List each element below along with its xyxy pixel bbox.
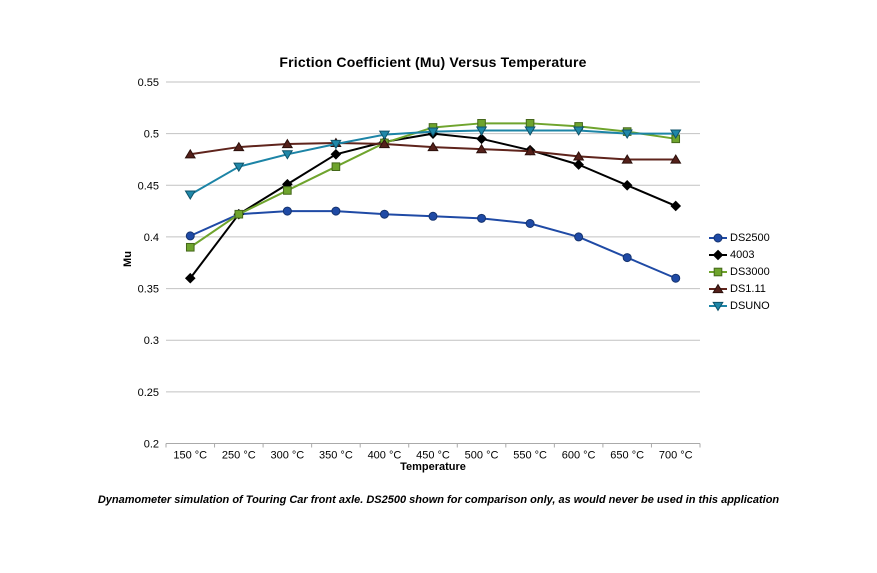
data-point-ds2500	[379, 209, 389, 219]
data-point-dsuno	[572, 126, 585, 136]
data-point-ds3000	[525, 119, 535, 128]
y-tick-label: 0.4	[144, 232, 159, 244]
data-point-ds111	[475, 143, 488, 154]
data-point-4003	[573, 159, 584, 170]
y-tick-label: 0.35	[138, 284, 159, 296]
triangle-down-legend-marker-icon	[709, 301, 727, 311]
data-point-ds2500	[622, 253, 632, 263]
data-point-ds2500	[525, 219, 535, 229]
legend-label: DS1.11	[730, 282, 766, 295]
data-point-dsuno	[281, 150, 294, 160]
x-tick-label: 450 °C	[416, 450, 450, 462]
x-tick-label: 250 °C	[222, 450, 256, 462]
legend-label: 4003	[730, 248, 755, 261]
legend-item-dsuno: DSUNO	[709, 299, 770, 312]
diamond-legend-marker-icon	[709, 249, 727, 260]
data-point-ds2500	[331, 206, 341, 216]
x-tick-label: 650 °C	[610, 450, 644, 462]
data-point-dsuno	[670, 129, 682, 140]
x-tick-label: 400 °C	[368, 450, 402, 462]
data-point-dsuno	[233, 162, 245, 173]
data-point-4003	[476, 133, 487, 145]
x-tick-label: 600 °C	[562, 450, 596, 462]
data-point-ds2500	[428, 211, 438, 221]
y-tick-label: 0.55	[138, 77, 159, 89]
data-point-dsuno	[524, 126, 536, 136]
data-point-dsuno	[621, 129, 633, 140]
data-point-dsuno	[475, 126, 488, 136]
data-point-ds111	[572, 150, 585, 161]
data-point-ds3000	[477, 119, 486, 128]
legend: DS2500 4003 DS3000 DS1.11 DSUNO	[709, 231, 770, 312]
legend-item-4003: 4003	[709, 248, 770, 261]
y-tick-label: 0.25	[138, 387, 159, 399]
data-point-ds111	[378, 138, 391, 149]
data-point-ds3000	[234, 209, 244, 219]
data-point-ds3000	[185, 242, 195, 252]
data-point-ds2500	[671, 273, 681, 283]
circle-legend-marker-icon	[709, 233, 727, 242]
legend-item-ds2500: DS2500	[709, 231, 770, 244]
x-tick-label: 150 °C	[173, 450, 207, 462]
data-point-ds2500	[185, 231, 195, 241]
x-tick-label: 500 °C	[465, 450, 499, 462]
legend-label: DSUNO	[730, 299, 770, 312]
data-point-4003	[330, 148, 342, 160]
triangle-up-legend-marker-icon	[709, 283, 727, 293]
data-point-ds111	[281, 138, 294, 149]
data-point-dsuno	[184, 190, 196, 200]
data-point-4003	[621, 179, 633, 191]
data-point-ds111	[184, 148, 196, 159]
data-point-ds111	[233, 141, 245, 152]
legend-label: DS3000	[730, 265, 770, 278]
y-tick-label: 0.45	[138, 180, 159, 192]
data-point-dsuno	[427, 127, 439, 137]
data-point-ds2500	[477, 213, 487, 223]
data-point-ds111	[621, 154, 633, 164]
legend-item-ds3000: DS3000	[709, 265, 770, 278]
series-line-ds2500	[189, 210, 677, 280]
x-tick-label: 550 °C	[513, 450, 547, 462]
square-legend-marker-icon	[709, 267, 727, 276]
data-point-dsuno	[330, 139, 342, 150]
caption: Dynamometer simulation of Touring Car fr…	[97, 494, 780, 506]
data-point-4003	[184, 272, 196, 284]
data-point-ds2500	[282, 206, 292, 216]
x-tick-label: 300 °C	[270, 450, 304, 462]
data-point-ds3000	[283, 186, 292, 195]
data-point-ds2500	[574, 232, 584, 242]
legend-label: DS2500	[730, 231, 770, 244]
data-point-dsuno	[378, 130, 391, 141]
data-point-ds3000	[331, 162, 341, 171]
data-point-4003	[670, 200, 682, 212]
legend-item-ds111: DS1.11	[709, 282, 770, 295]
y-tick-label: 0.5	[144, 129, 159, 141]
data-point-ds111	[427, 141, 439, 152]
y-tick-label: 0.3	[144, 335, 159, 347]
data-point-ds111	[670, 154, 682, 164]
x-tick-label: 700 °C	[659, 450, 693, 462]
y-tick-label: 0.2	[144, 439, 159, 451]
x-tick-label: 350 °C	[319, 450, 353, 462]
x-axis-label: Temperature	[400, 461, 466, 473]
chart-title: Friction Coefficient (Mu) Versus Tempera…	[279, 54, 587, 70]
series-line-4003	[189, 132, 677, 280]
data-point-ds111	[524, 145, 536, 156]
